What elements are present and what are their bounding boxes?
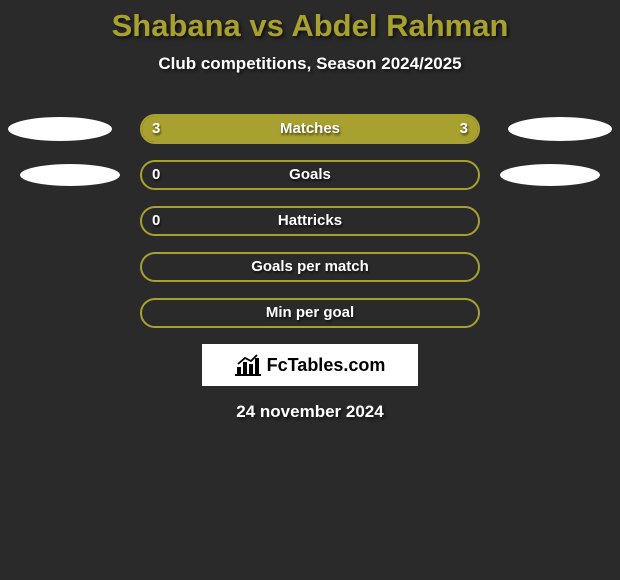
player-avatar-right	[508, 117, 612, 141]
player-avatar-right	[500, 164, 600, 186]
player-avatar-left	[20, 164, 120, 186]
stat-row: Min per goal	[0, 298, 620, 328]
stat-label: Goals per match	[142, 254, 478, 282]
chart-icon	[235, 354, 261, 376]
stat-label: Matches	[142, 116, 478, 144]
stat-row: 0Hattricks	[0, 206, 620, 236]
stat-row: 0Goals	[0, 160, 620, 190]
stat-row: Goals per match	[0, 252, 620, 282]
stat-bar: 0Goals	[140, 160, 480, 190]
subtitle: Club competitions, Season 2024/2025	[0, 54, 620, 74]
stat-row: 33Matches	[0, 114, 620, 144]
logo-text: FcTables.com	[267, 355, 386, 376]
logo-box: FcTables.com	[202, 344, 418, 386]
stat-bar: Goals per match	[140, 252, 480, 282]
stats-container: 33Matches 0Goals 0Hattricks Goals per match…	[0, 114, 620, 328]
stat-bar: 33Matches	[140, 114, 480, 144]
stat-label: Hattricks	[142, 208, 478, 236]
stat-bar: 0Hattricks	[140, 206, 480, 236]
date-label: 24 november 2024	[0, 402, 620, 422]
stat-label: Goals	[142, 162, 478, 190]
stat-label: Min per goal	[142, 300, 478, 328]
player-avatar-left	[8, 117, 112, 141]
page-title: Shabana vs Abdel Rahman	[0, 0, 620, 44]
stat-bar: Min per goal	[140, 298, 480, 328]
